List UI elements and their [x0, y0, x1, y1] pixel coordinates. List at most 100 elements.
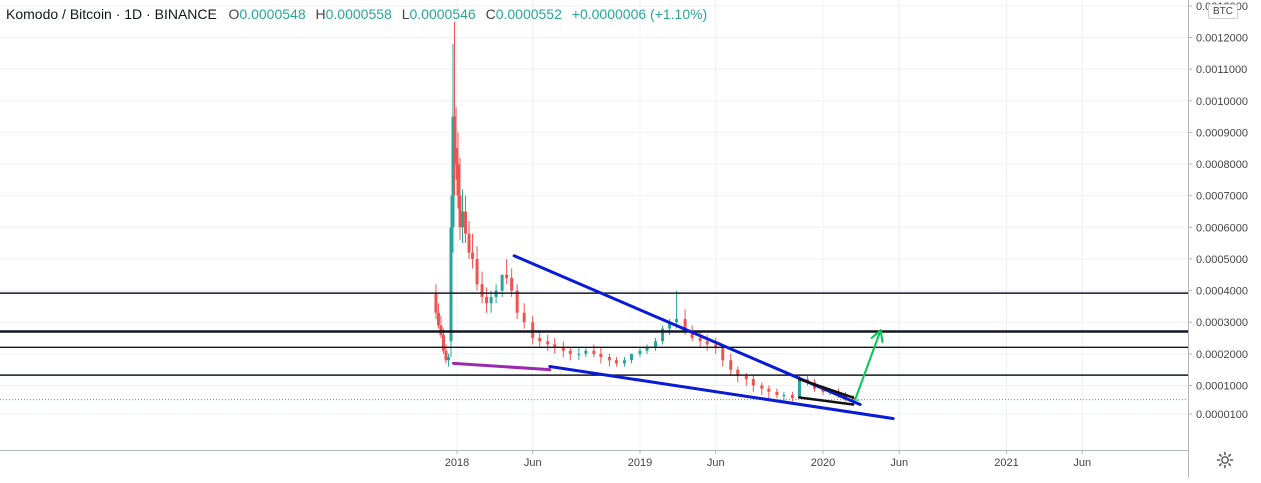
candle-body [767, 388, 771, 392]
candle-body [456, 164, 460, 196]
candle-body [464, 211, 468, 234]
candle-body [553, 344, 557, 348]
candle-body [584, 350, 588, 354]
x-tick-label: Jun [1073, 457, 1091, 469]
grid-lines [0, 0, 1187, 450]
candle-body [714, 344, 718, 348]
x-tick-label: Jun [890, 457, 908, 469]
candle-body [629, 353, 633, 361]
currency-badge[interactable]: BTC [1208, 4, 1238, 19]
candle-body [480, 284, 484, 297]
candle-body [698, 338, 702, 342]
high-label: H [315, 6, 326, 22]
candle-body [510, 277, 514, 291]
y-tick-label: 0.0004000 [1196, 286, 1248, 298]
candle-body [515, 290, 519, 313]
candle-body [522, 312, 526, 323]
x-tick-label: 2018 [445, 457, 469, 469]
candle-body [452, 116, 456, 149]
candle-body [449, 227, 453, 342]
x-tick-label: Jun [524, 457, 542, 469]
close-value: 0.0000552 [495, 6, 562, 22]
trendline-purple-support[interactable] [451, 361, 552, 372]
candle-body [444, 350, 448, 361]
candle-body [451, 116, 455, 228]
candlesticks [434, 21, 860, 402]
candle-body [675, 319, 679, 323]
candle-body [729, 360, 733, 370]
y-tick-label: 0.0000100 [1196, 409, 1248, 421]
open-label: O [228, 6, 240, 22]
symbol-title[interactable]: Komodo / Bitcoin · 1D · BINANCE [6, 6, 217, 22]
candle-body [856, 399, 860, 401]
candle-body [467, 233, 471, 253]
price-axis-panel[interactable] [1188, 0, 1261, 478]
candle-body [592, 350, 596, 354]
x-tick-label: 2021 [994, 457, 1018, 469]
candle-body [851, 398, 855, 400]
candle-body [561, 347, 565, 351]
low-value: 0.0000546 [409, 6, 476, 22]
candle-body [577, 353, 581, 355]
x-tick-label: 2020 [811, 457, 835, 469]
candle-body [434, 293, 438, 313]
candle-body [721, 347, 725, 361]
trendline-projection-arrow[interactable] [854, 329, 882, 401]
trendlines[interactable] [451, 254, 895, 421]
candle-body [607, 357, 611, 361]
high-value: 0.0000558 [325, 6, 392, 22]
y-tick-label: 0.0007000 [1196, 191, 1248, 203]
candle-body [446, 357, 450, 361]
candle-body [454, 148, 458, 165]
candle-body [568, 350, 572, 354]
candle-body [775, 391, 779, 395]
y-tick-label: 0.0005000 [1196, 254, 1248, 266]
trendline-inner-lower[interactable] [798, 396, 855, 406]
candle-body [485, 296, 489, 304]
candle-body [760, 385, 764, 389]
candle-body [782, 394, 786, 396]
candle-body [638, 350, 642, 354]
change-value: +0.0000006 (+1.10%) [571, 6, 708, 22]
y-tick-label: 0.0003000 [1196, 317, 1248, 329]
candle-body [705, 341, 709, 345]
candle-body [461, 211, 465, 228]
y-tick-label: 0.0002000 [1196, 349, 1248, 361]
candle-body [475, 258, 479, 285]
candle-body [736, 369, 740, 377]
candle-body [821, 388, 825, 392]
trendline-wedge-lower[interactable] [548, 365, 895, 421]
gear-icon[interactable] [1216, 451, 1234, 469]
y-tick-label: 0.0006000 [1196, 222, 1248, 234]
candle-body [599, 353, 603, 358]
candle-body [844, 394, 848, 399]
candle-body [668, 322, 672, 329]
trendline-inner-upper[interactable] [798, 377, 855, 399]
y-tick-label: 0.0001000 [1196, 381, 1248, 393]
close-label: C [485, 6, 496, 22]
y-tick-label: 0.0009000 [1196, 127, 1248, 139]
candle-body [661, 328, 665, 342]
y-tick-label: 0.0012000 [1196, 33, 1248, 45]
candle-body [751, 379, 755, 386]
y-tick-label: 0.0008000 [1196, 159, 1248, 171]
candle-body [690, 331, 694, 339]
candle-body [439, 325, 443, 335]
candle-body [546, 341, 550, 345]
candle-body [471, 252, 475, 259]
candle-body [790, 394, 794, 399]
candle-body [614, 360, 618, 364]
candle-body [500, 274, 504, 291]
candle-body [531, 322, 535, 339]
symbol-legend: Komodo / Bitcoin · 1D · BINANCE O 0.00005… [6, 6, 707, 22]
y-tick-label: 0.0010000 [1196, 96, 1248, 108]
candle-body [441, 334, 445, 351]
candle-body [683, 319, 687, 332]
x-tick-label: 2019 [628, 457, 652, 469]
candle-body [538, 338, 542, 342]
candle-body [489, 296, 493, 304]
arrow-head [870, 329, 884, 344]
